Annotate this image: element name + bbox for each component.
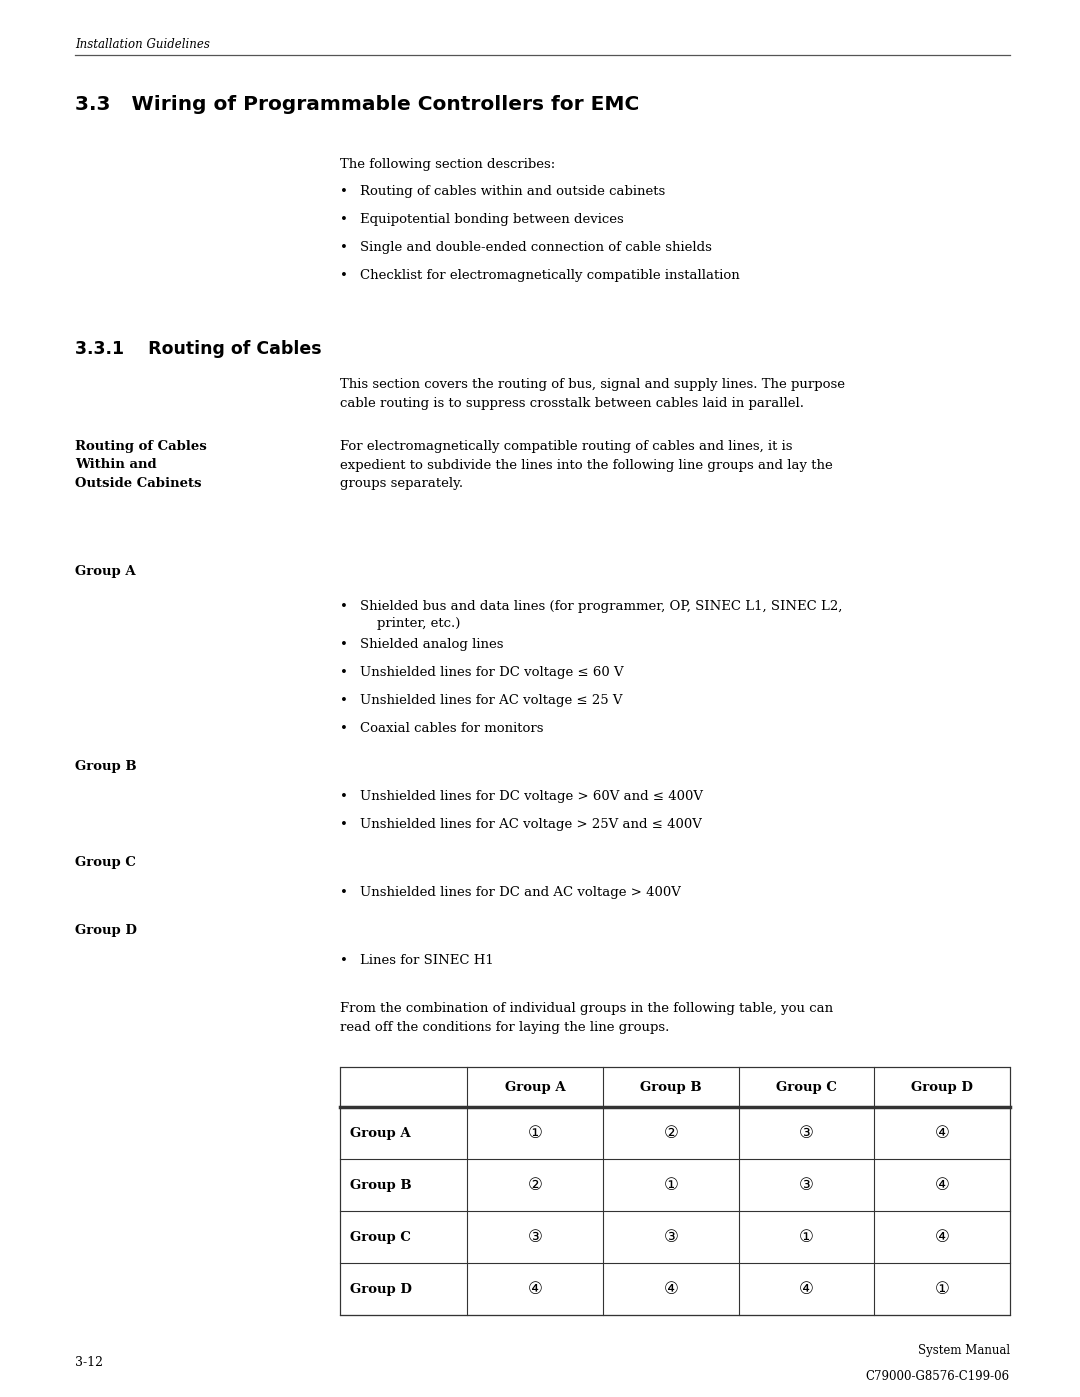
Text: Group A: Group A — [504, 1080, 566, 1094]
Text: ④: ④ — [528, 1280, 542, 1298]
Text: Unshielded lines for AC voltage ≤ 25 V: Unshielded lines for AC voltage ≤ 25 V — [360, 694, 622, 707]
Text: Single and double-ended connection of cable shields: Single and double-ended connection of ca… — [360, 242, 712, 254]
Text: Shielded analog lines: Shielded analog lines — [360, 638, 503, 651]
Text: •: • — [340, 789, 348, 803]
Text: Group C: Group C — [350, 1231, 410, 1243]
Text: Unshielded lines for DC voltage > 60V and ≤ 400V: Unshielded lines for DC voltage > 60V an… — [360, 789, 703, 803]
Text: •: • — [340, 599, 348, 613]
Text: Installation Guidelines: Installation Guidelines — [75, 38, 210, 52]
Text: Group C: Group C — [75, 856, 136, 869]
Text: Group D: Group D — [75, 923, 137, 937]
Text: Shielded bus and data lines (for programmer, OP, SINEC L1, SINEC L2,
    printer: Shielded bus and data lines (for program… — [360, 599, 842, 630]
Text: Group B: Group B — [640, 1080, 702, 1094]
Text: Routing of cables within and outside cabinets: Routing of cables within and outside cab… — [360, 184, 665, 198]
Text: Lines for SINEC H1: Lines for SINEC H1 — [360, 954, 494, 967]
Text: •: • — [340, 886, 348, 900]
Text: •: • — [340, 242, 348, 254]
Text: •: • — [340, 184, 348, 198]
Text: ②: ② — [663, 1125, 678, 1141]
Text: ④: ④ — [934, 1228, 949, 1246]
Text: Group D: Group D — [350, 1282, 411, 1295]
Text: •: • — [340, 819, 348, 831]
Text: ④: ④ — [934, 1176, 949, 1194]
Text: Equipotential bonding between devices: Equipotential bonding between devices — [360, 212, 624, 226]
Text: Coaxial cables for monitors: Coaxial cables for monitors — [360, 722, 543, 735]
Text: Routing of Cables
Within and
Outside Cabinets: Routing of Cables Within and Outside Cab… — [75, 440, 206, 490]
Text: ④: ④ — [663, 1280, 678, 1298]
Text: ①: ① — [934, 1280, 949, 1298]
Text: ③: ③ — [528, 1228, 542, 1246]
Text: Unshielded lines for DC voltage ≤ 60 V: Unshielded lines for DC voltage ≤ 60 V — [360, 666, 623, 679]
Text: Group C: Group C — [777, 1080, 837, 1094]
Text: ③: ③ — [799, 1176, 814, 1194]
Text: System Manual: System Manual — [918, 1344, 1010, 1356]
Text: ③: ③ — [663, 1228, 678, 1246]
Text: •: • — [340, 666, 348, 679]
Text: •: • — [340, 212, 348, 226]
Text: Group D: Group D — [912, 1080, 973, 1094]
Text: •: • — [340, 694, 348, 707]
Text: ④: ④ — [799, 1280, 814, 1298]
Text: Group A: Group A — [350, 1126, 410, 1140]
Text: ③: ③ — [799, 1125, 814, 1141]
Text: Unshielded lines for AC voltage > 25V and ≤ 400V: Unshielded lines for AC voltage > 25V an… — [360, 819, 702, 831]
Text: Group B: Group B — [75, 760, 137, 773]
Text: ①: ① — [663, 1176, 678, 1194]
Text: •: • — [340, 270, 348, 282]
Text: Checklist for electromagnetically compatible installation: Checklist for electromagnetically compat… — [360, 270, 740, 282]
Text: •: • — [340, 954, 348, 967]
Text: •: • — [340, 638, 348, 651]
Text: ②: ② — [528, 1176, 542, 1194]
Text: From the combination of individual groups in the following table, you can
read o: From the combination of individual group… — [340, 1002, 833, 1034]
Text: 3-12: 3-12 — [75, 1355, 103, 1369]
Text: ①: ① — [528, 1125, 542, 1141]
Text: 3.3.1    Routing of Cables: 3.3.1 Routing of Cables — [75, 339, 322, 358]
Text: 3.3   Wiring of Programmable Controllers for EMC: 3.3 Wiring of Programmable Controllers f… — [75, 95, 639, 115]
Text: Group B: Group B — [350, 1179, 411, 1192]
Text: C79000-G8576-C199-06: C79000-G8576-C199-06 — [866, 1370, 1010, 1383]
Text: Group A: Group A — [75, 564, 136, 578]
Text: •: • — [340, 722, 348, 735]
Text: ④: ④ — [934, 1125, 949, 1141]
Text: For electromagnetically compatible routing of cables and lines, it is
expedient : For electromagnetically compatible routi… — [340, 440, 833, 490]
Text: Unshielded lines for DC and AC voltage > 400V: Unshielded lines for DC and AC voltage >… — [360, 886, 680, 900]
Text: This section covers the routing of bus, signal and supply lines. The purpose
cab: This section covers the routing of bus, … — [340, 379, 845, 409]
Bar — [340, 1067, 1010, 1315]
Text: The following section describes:: The following section describes: — [340, 158, 555, 170]
Text: ①: ① — [799, 1228, 814, 1246]
